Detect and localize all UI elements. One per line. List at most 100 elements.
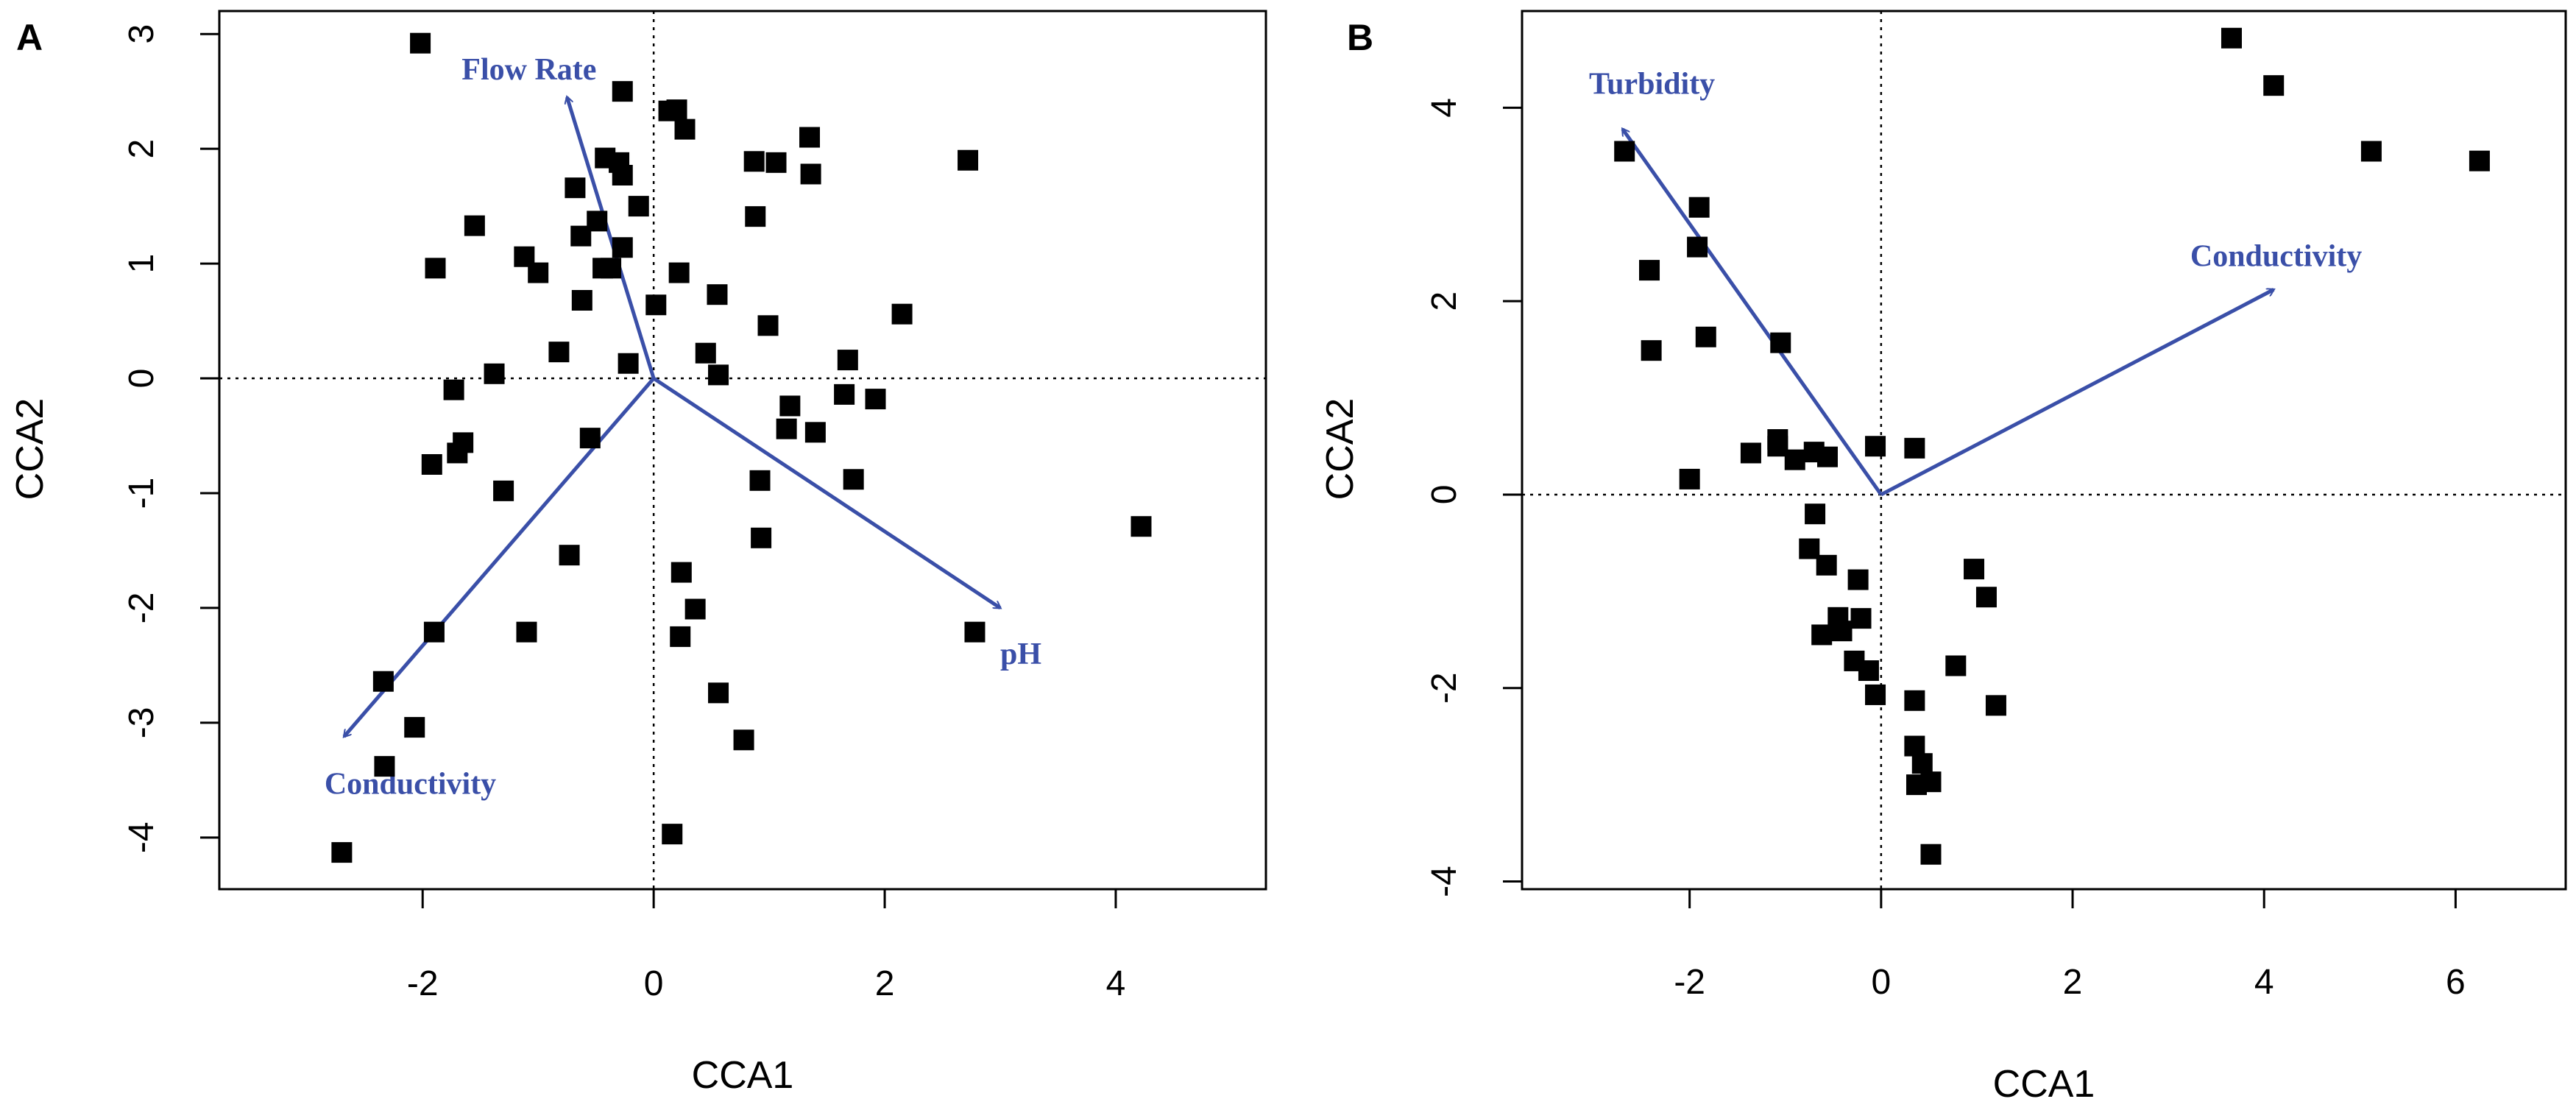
panel-a-data-point (707, 284, 728, 305)
panel-a-data-point (958, 149, 979, 171)
panel-b-y-tick-label: 0 (1425, 485, 1464, 505)
panel-a-data-point (423, 621, 445, 643)
panel-a-data-point (570, 225, 592, 247)
panel-b-data-point (1770, 332, 1791, 353)
panel-a-data-point (612, 81, 633, 102)
panel-b-x-tick-label: -2 (1674, 963, 1705, 1002)
panel-a-y-tick-label: -3 (122, 707, 161, 739)
panel-a-data-point (579, 428, 601, 449)
panel-a-data-point (891, 303, 913, 325)
panel-b-x-tick-label: 4 (2254, 963, 2274, 1002)
panel-b-data-point (2263, 75, 2285, 96)
panel-b-data-point (1945, 655, 1967, 676)
panel-a-data-point (421, 453, 442, 475)
panel-a-x-tick-label: 2 (875, 964, 895, 1003)
panel-b-data-point (2221, 27, 2242, 49)
panel-a-y-tick-label: -4 (122, 821, 161, 853)
panel-a-data-point (757, 315, 779, 336)
panel-a-arrow-flow-rate (567, 97, 656, 379)
panel-a-data-point (779, 395, 801, 417)
panel-a-y-tick-label: -2 (122, 593, 161, 624)
panel-a-data-point (425, 258, 446, 279)
panel-b-arrow-conductivity (1880, 288, 2274, 497)
panel-b-data-point (1865, 436, 1886, 457)
panel-a-data-point (528, 262, 549, 283)
panel-a-data-point (645, 294, 667, 316)
panel-a-data-point (331, 842, 353, 863)
panel-b-y-tick-label: -4 (1425, 866, 1464, 897)
panel-b-data-point (1985, 695, 2006, 716)
panel-a-data-point (372, 671, 394, 692)
panel-a-data-point (493, 480, 514, 501)
panel-b-data-point (2469, 150, 2490, 172)
panel-a-data-point (684, 598, 706, 620)
panel-a-data-point (799, 127, 821, 148)
panel-b-data-point (1904, 690, 1925, 711)
panel-a-y-tick-label: 1 (122, 254, 161, 274)
panel-a-y-tick-label: 2 (122, 139, 161, 159)
panel-a-data-point (516, 621, 537, 643)
panel-a-data-point (464, 215, 485, 236)
panel-a-data-point (601, 258, 622, 279)
panel-a-y-tick-label: 0 (122, 369, 161, 389)
panel-a-data-point (662, 824, 683, 845)
panel-b-letter: B (1347, 17, 1373, 58)
panel-a-data-point (751, 527, 772, 548)
panel-b-data-point (1847, 569, 1869, 590)
panel-a-data-point (548, 342, 570, 363)
panel-b: B -2 0 2 4 6 -4 -2 0 2 4 Turbidity Conductivity C… (1319, 10, 2567, 1106)
panel-a-data-point (612, 165, 633, 186)
panel-b-data-point (1858, 660, 1879, 682)
panel-a-y-tick-label: 3 (122, 24, 161, 44)
panel-a-y-axis-label: CCA2 (9, 398, 52, 501)
panel-a-data-point (776, 418, 797, 439)
panel-a-arrow-label: Conductivity (325, 768, 496, 802)
panel-a-data-point (404, 717, 425, 738)
panel-b-arrow-label: Turbidity (1589, 67, 1715, 101)
panel-a-data-point (1130, 516, 1152, 537)
panel-a-x-axis-label: CCA1 (692, 1054, 794, 1097)
panel-b-y-tick-label: 2 (1425, 291, 1464, 311)
panel-a: A -2 0 2 4 -4 -3 -2 -1 0 1 2 3 Flow Rate pH Conducti… (9, 10, 1267, 1097)
panel-b-frame (1521, 10, 2567, 891)
panel-a-data-point (695, 342, 716, 364)
panel-a-data-point (865, 389, 886, 410)
panel-b-data-point (1639, 260, 1660, 281)
panel-a-data-point (745, 206, 766, 227)
panel-a-data-point (800, 163, 821, 185)
panel-a-data-point (670, 562, 692, 583)
panel-a-x-tick-label: 0 (644, 964, 664, 1003)
panel-a-arrow-conductivity (344, 377, 656, 737)
panel-a-data-point (670, 626, 691, 647)
panel-b-data-point (1695, 326, 1716, 347)
panel-b-data-point (1614, 141, 1635, 162)
panel-b-x-tick-label: 6 (2446, 963, 2466, 1002)
panel-b-data-point (1975, 587, 1997, 608)
panel-a-data-point (834, 383, 855, 405)
panel-a-x-tick-label: 4 (1106, 964, 1126, 1003)
panel-a-data-point (447, 442, 468, 464)
panel-b-data-point (1740, 442, 1761, 464)
panel-a-x-tick-label: -2 (407, 964, 439, 1003)
panel-a-data-point (565, 177, 586, 199)
panel-a-letter: A (16, 17, 43, 58)
panel-b-data-point (1688, 197, 1710, 218)
panel-a-data-point (743, 151, 765, 172)
panel-a-data-point (668, 262, 690, 283)
panel-a-data-point (804, 422, 826, 443)
panel-b-data-point (1811, 624, 1833, 646)
panel-a-arrow-label: pH (1000, 637, 1041, 671)
panel-b-data-point (1904, 437, 1925, 459)
panel-b-data-point (1816, 554, 1837, 576)
panel-b-data-point (1641, 340, 1662, 361)
panel-b-arrow-label: Conductivity (2190, 239, 2362, 273)
panel-a-data-point (666, 99, 687, 121)
panel-a-data-point (410, 32, 431, 54)
panel-a-data-point (837, 350, 858, 371)
panel-a-frame (218, 10, 1267, 891)
panel-b-data-point (1911, 753, 1933, 774)
panel-a-data-point (484, 363, 505, 384)
panel-b-x-axis-label: CCA1 (1993, 1063, 2095, 1106)
panel-a-data-point (612, 237, 633, 258)
